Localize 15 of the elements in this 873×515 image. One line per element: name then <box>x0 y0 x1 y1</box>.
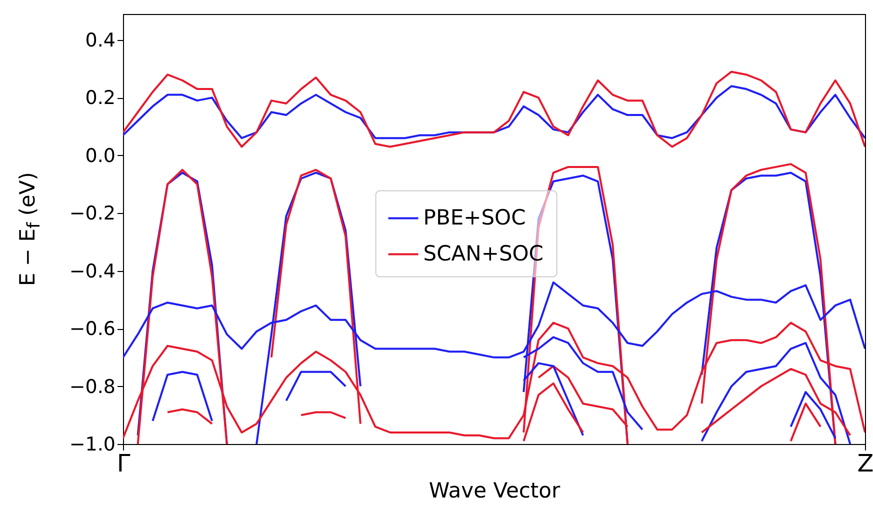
legend-label: SCAN+SOC <box>423 241 544 266</box>
x-tick-label: Z <box>857 450 873 478</box>
y-tick-label: −0.4 <box>69 260 116 282</box>
y-tick-label: 0.2 <box>85 87 116 110</box>
y-tick-label: −0.8 <box>69 376 116 398</box>
line-series <box>123 70 865 148</box>
y-tick-label: −0.6 <box>69 318 116 340</box>
x-axis-title: Wave Vector <box>428 478 560 502</box>
y-tick-label: −1.0 <box>69 434 116 456</box>
x-tick-label: Γ <box>116 450 131 478</box>
y-tick-label: 0.4 <box>85 29 116 52</box>
legend-label: PBE+SOC <box>423 205 526 230</box>
y-tick-label: 0.0 <box>85 144 116 167</box>
line-series <box>123 85 865 140</box>
y-tick-label: −0.2 <box>69 202 116 225</box>
